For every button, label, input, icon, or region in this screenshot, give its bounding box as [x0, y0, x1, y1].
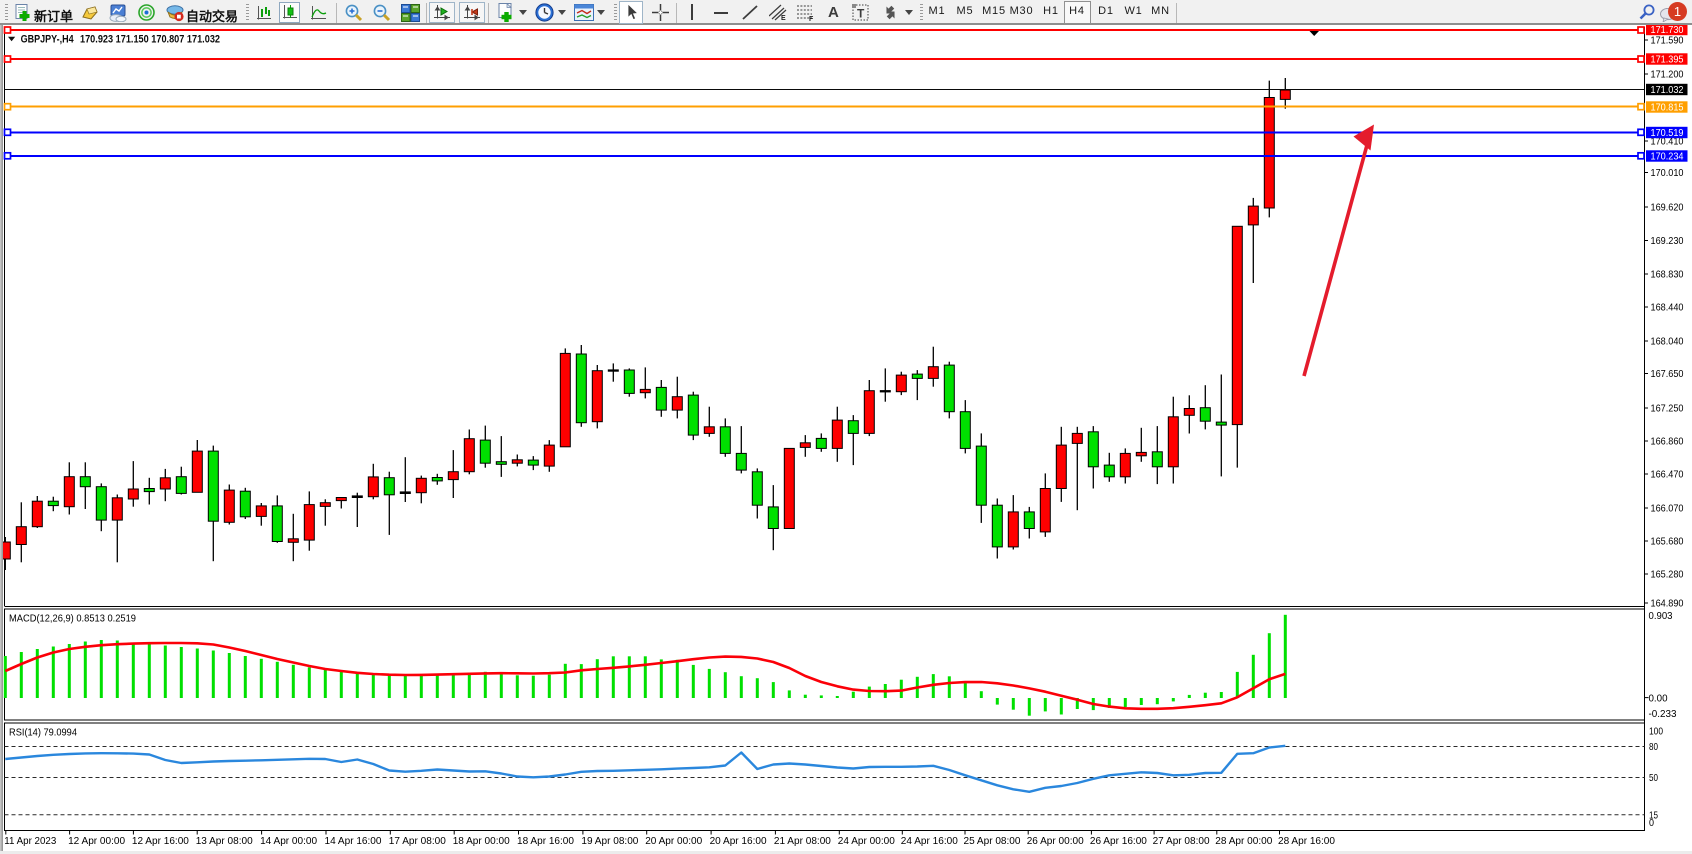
- svg-text:100: 100: [1649, 725, 1663, 737]
- svg-text:167.650: 167.650: [1651, 368, 1684, 380]
- svg-text:170.410: 170.410: [1651, 136, 1684, 148]
- svg-text:15: 15: [1649, 810, 1658, 822]
- svg-text:20 Apr 16:00: 20 Apr 16:00: [710, 835, 767, 847]
- svg-text:165.680: 165.680: [1651, 536, 1684, 548]
- svg-text:F: F: [809, 16, 814, 21]
- svg-text:171.730: 171.730: [1651, 24, 1684, 36]
- svg-text:170.234: 170.234: [1651, 151, 1684, 163]
- svg-text:170.519: 170.519: [1651, 127, 1684, 139]
- svg-text:50: 50: [1649, 772, 1658, 784]
- svg-text:171.032: 171.032: [1651, 84, 1684, 96]
- svg-text:169.230: 169.230: [1651, 235, 1684, 247]
- svg-text:171.395: 171.395: [1651, 54, 1684, 66]
- svg-text:170.923 171.150 170.807 171.03: 170.923 171.150 170.807 171.032: [80, 34, 220, 46]
- svg-text:18 Apr 16:00: 18 Apr 16:00: [517, 835, 574, 847]
- svg-text:25 Apr 08:00: 25 Apr 08:00: [964, 835, 1021, 847]
- svg-text:T: T: [857, 7, 865, 21]
- svg-text:80: 80: [1649, 741, 1658, 753]
- svg-text:167.250: 167.250: [1651, 403, 1684, 415]
- svg-text:27 Apr 08:00: 27 Apr 08:00: [1153, 835, 1210, 847]
- svg-text:14 Apr 16:00: 14 Apr 16:00: [325, 835, 382, 847]
- svg-text:18 Apr 00:00: 18 Apr 00:00: [453, 835, 510, 847]
- svg-text:166.470: 166.470: [1651, 469, 1684, 481]
- svg-text:0.00: 0.00: [1649, 692, 1668, 704]
- svg-text:171.200: 171.200: [1651, 69, 1684, 81]
- svg-text:28 Apr 16:00: 28 Apr 16:00: [1278, 835, 1335, 847]
- svg-text:168.040: 168.040: [1651, 336, 1684, 348]
- svg-text:12 Apr 00:00: 12 Apr 00:00: [68, 835, 125, 847]
- svg-text:20 Apr 00:00: 20 Apr 00:00: [645, 835, 702, 847]
- svg-text:166.860: 166.860: [1651, 436, 1684, 448]
- svg-text:24 Apr 00:00: 24 Apr 00:00: [838, 835, 895, 847]
- svg-text:164.890: 164.890: [1651, 598, 1684, 610]
- svg-text:21 Apr 08:00: 21 Apr 08:00: [774, 835, 831, 847]
- svg-text:170.815: 170.815: [1651, 102, 1684, 114]
- svg-text:13 Apr 08:00: 13 Apr 08:00: [196, 835, 253, 847]
- svg-text:0: 0: [1649, 817, 1654, 829]
- svg-text:GBPJPY-,H4: GBPJPY-,H4: [21, 34, 75, 46]
- svg-text:171.590: 171.590: [1651, 35, 1684, 47]
- svg-text:12 Apr 16:00: 12 Apr 16:00: [132, 835, 189, 847]
- svg-text:19 Apr 08:00: 19 Apr 08:00: [581, 835, 638, 847]
- svg-text:E: E: [781, 15, 786, 21]
- svg-text:168.830: 168.830: [1651, 269, 1684, 281]
- svg-text:26 Apr 00:00: 26 Apr 00:00: [1027, 835, 1084, 847]
- svg-text:0.903: 0.903: [1649, 610, 1673, 622]
- svg-text:RSI(14) 79.0994: RSI(14) 79.0994: [9, 727, 77, 739]
- svg-text:MACD(12,26,9) 0.8513 0.2519: MACD(12,26,9) 0.8513 0.2519: [9, 612, 136, 624]
- svg-text:14 Apr 00:00: 14 Apr 00:00: [260, 835, 317, 847]
- svg-text:24 Apr 16:00: 24 Apr 16:00: [901, 835, 958, 847]
- svg-text:165.280: 165.280: [1651, 569, 1684, 581]
- svg-text:168.440: 168.440: [1651, 302, 1684, 314]
- svg-text:11 Apr 2023: 11 Apr 2023: [4, 835, 56, 847]
- svg-text:170.010: 170.010: [1651, 167, 1684, 179]
- svg-text:169.620: 169.620: [1651, 202, 1684, 214]
- svg-text:166.070: 166.070: [1651, 503, 1684, 515]
- svg-text:-0.233: -0.233: [1649, 708, 1677, 720]
- svg-text:28 Apr 00:00: 28 Apr 00:00: [1215, 835, 1272, 847]
- svg-text:17 Apr 08:00: 17 Apr 08:00: [389, 835, 446, 847]
- svg-text:26 Apr 16:00: 26 Apr 16:00: [1090, 835, 1147, 847]
